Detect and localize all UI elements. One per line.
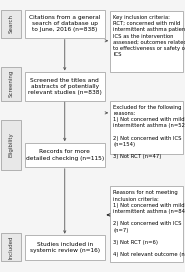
Text: Eligibility: Eligibility [9,133,14,157]
FancyBboxPatch shape [1,10,21,38]
FancyBboxPatch shape [1,233,21,261]
FancyBboxPatch shape [110,11,183,72]
Text: Screening: Screening [9,70,14,97]
Text: Studies included in
systemic review (n=16): Studies included in systemic review (n=1… [30,242,100,253]
Text: Included: Included [9,235,14,259]
Text: Reasons for not meeting
inclusion criteria:
1) Not concerned with mild
intermitt: Reasons for not meeting inclusion criter… [113,190,185,257]
FancyBboxPatch shape [25,72,105,101]
Text: Search: Search [9,14,14,33]
FancyBboxPatch shape [110,101,183,154]
Text: Excluded for the following
reasons:
1) Not concerned with mild
intermittent asth: Excluded for the following reasons: 1) N… [113,105,185,159]
Text: Citations from a general
search of database up
to June, 2016 (n=838): Citations from a general search of datab… [29,15,100,32]
FancyBboxPatch shape [1,67,21,101]
FancyBboxPatch shape [25,143,105,167]
Text: Records for more
detailed checking (n=115): Records for more detailed checking (n=11… [26,149,104,161]
FancyBboxPatch shape [25,235,105,260]
Text: Key inclusion criteria:
RCT; concerned with mild
intermittent asthma patients;
I: Key inclusion criteria: RCT; concerned w… [113,15,185,57]
Text: Screened the titles and
abstracts of potentially
relevant studies (n=838): Screened the titles and abstracts of pot… [28,78,102,95]
FancyBboxPatch shape [25,10,105,38]
FancyBboxPatch shape [110,186,183,262]
FancyBboxPatch shape [1,120,21,170]
